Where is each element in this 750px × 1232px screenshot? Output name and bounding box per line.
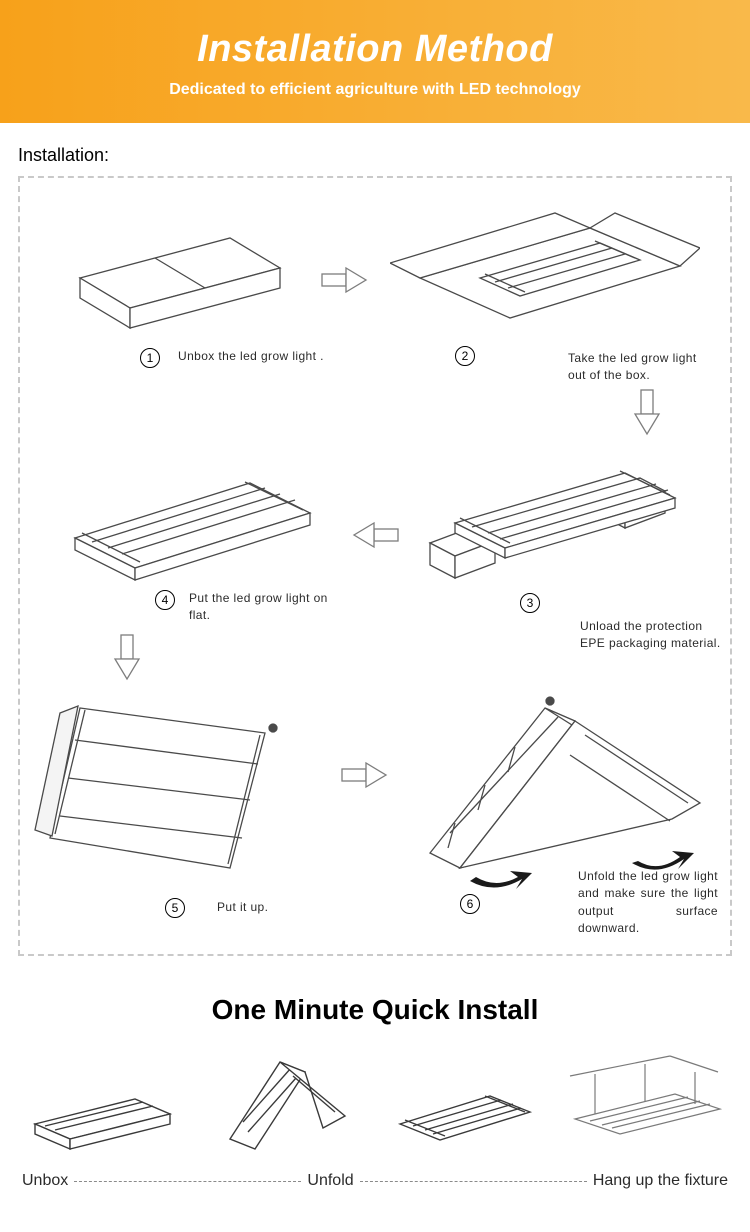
arrow-left-1 — [350, 518, 400, 552]
light-on-foam-icon — [400, 433, 710, 603]
quick-fig-unbox — [10, 1064, 190, 1154]
step-2-caption: Take the led grow light out of the box. — [568, 350, 718, 385]
quick-install-labels: Unbox Unfold Hang up the fixture — [0, 1172, 750, 1220]
light-flat-icon — [40, 438, 340, 598]
quick-install-title: One Minute Quick Install — [0, 994, 750, 1026]
dash-connector-2 — [360, 1181, 587, 1182]
header-banner: Installation Method Dedicated to efficie… — [0, 0, 750, 123]
arrow-right-2 — [340, 758, 390, 792]
quick-install-figures — [0, 1044, 750, 1154]
step-1-caption-row: 1 Unbox the led grow light . — [140, 348, 328, 368]
step-4-figure — [40, 438, 340, 598]
step-5-figure — [30, 678, 330, 898]
step-5-caption: Put it up. — [217, 899, 268, 916]
step-number-6: 6 — [460, 894, 480, 914]
step-number-1: 1 — [140, 348, 160, 368]
arrow-right-1 — [320, 263, 370, 297]
step-3-figure — [400, 433, 710, 603]
arrow-down-1 — [630, 388, 664, 438]
step-number-5: 5 — [165, 898, 185, 918]
box-closed-icon — [40, 188, 300, 338]
step-3-caption: Unload the protection EPE packaging mate… — [580, 618, 725, 653]
step-2-figure — [390, 178, 700, 348]
step-1-figure — [40, 188, 300, 338]
quick-fig-unfold-1 — [190, 1044, 370, 1154]
quick-fig-unfold-2 — [370, 1064, 550, 1154]
quick-fig-hang — [550, 1054, 740, 1154]
step-number-2-wrap: 2 — [455, 346, 475, 366]
banner-subtitle: Dedicated to efficient agriculture with … — [10, 81, 740, 99]
step-4-caption: Put the led grow light on flat. — [189, 590, 349, 625]
step-number-3: 3 — [520, 593, 540, 613]
installation-steps-box: 1 Unbox the led grow light . — [18, 176, 732, 956]
step-number-3-wrap: 3 — [520, 593, 540, 613]
quick-label-unfold: Unfold — [307, 1172, 353, 1190]
step-number-4: 4 — [155, 590, 175, 610]
step-6-caption: Unfold the led grow light and make sure … — [578, 868, 718, 938]
dash-connector-1 — [74, 1181, 301, 1182]
banner-title: Installation Method — [10, 28, 740, 71]
step-4-caption-row: 4 Put the led grow light on flat. — [155, 590, 349, 625]
step-5-caption-row: 5 Put it up. — [165, 898, 268, 918]
light-tilted-icon — [30, 678, 330, 898]
box-open-icon — [390, 178, 700, 348]
step-1-caption: Unbox the led grow light . — [178, 348, 328, 365]
quick-label-hang: Hang up the fixture — [593, 1172, 728, 1190]
step-number-6-wrap: 6 — [460, 894, 480, 914]
step-number-2: 2 — [455, 346, 475, 366]
quick-label-unbox: Unbox — [22, 1172, 68, 1190]
arrow-down-2 — [110, 633, 144, 683]
section-label: Installation: — [18, 145, 750, 166]
